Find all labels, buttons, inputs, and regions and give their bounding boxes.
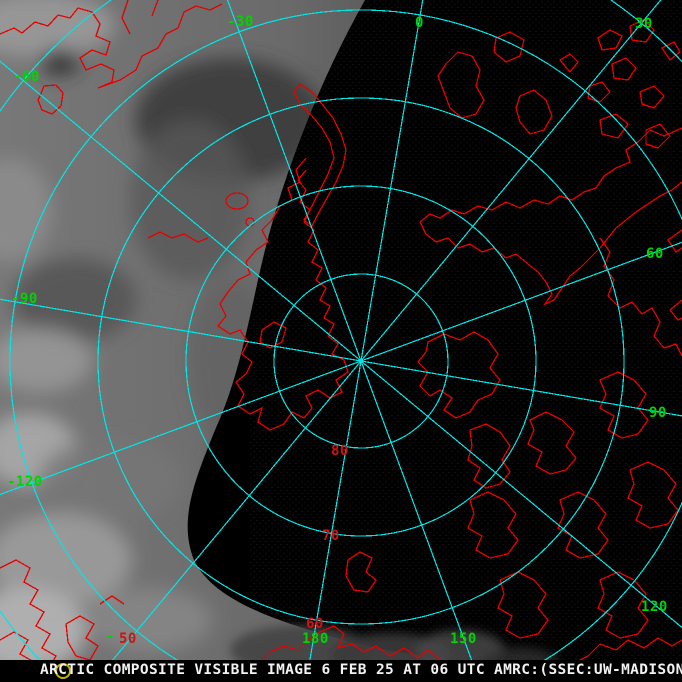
coastline-svalbard [437,31,579,135]
coastline-franz-josef-land [587,19,681,149]
longitude-label-180: 180 [302,631,329,647]
cloud-texture [0,0,325,672]
coastline-river [121,0,159,35]
station-marker-icon [55,663,71,679]
meridian-line [0,360,362,496]
coastline-siberia-north [0,3,223,89]
coastline-canadian-archipelago [417,331,679,639]
meridian-line [360,0,662,362]
longitude-label--120: -120 [7,474,43,490]
longitude-label-150: 150 [450,631,477,647]
longitude-label-60: 60 [646,246,664,262]
coastline-novaya-zemlya [293,83,347,227]
longitude-label--60: -60 [13,69,40,85]
grid-labels: -30 0 30 -60 60 -90 90 -120 120 - 150 180 80 70 60 50 [7,14,668,647]
coastline-iceland [225,192,249,210]
longitude-label--: - [106,629,115,645]
longitude-label--30: -30 [227,14,254,30]
latitude-circle [97,97,625,625]
latitude-circle [273,273,449,449]
coastline-greenland-north [419,127,682,306]
coastline-scandinavia [217,157,349,431]
meridian-line [305,360,362,682]
coastline-greenland-east [599,237,682,357]
longitude-label--90: -90 [11,291,38,307]
latitude-label-70: 70 [322,528,340,544]
coastline-kola-arc [147,231,209,243]
longitude-label-30: 30 [635,16,653,32]
meridian-line [360,360,481,682]
coastline-wrangel [345,551,377,593]
latitude-label-60: 60 [306,616,324,632]
longitude-label-120: 120 [641,599,668,615]
meridian-line [226,0,362,362]
meridian-line [360,360,682,417]
coastline-island-blob [37,84,64,115]
meridian-line [360,0,424,362]
longitude-label-0: 0 [415,15,424,31]
latitude-circle [185,185,537,537]
satellite-imagery-daylight [0,0,560,682]
latitude-label-50: 50 [119,631,137,647]
caption-bar: ARCTIC COMPOSITE VISIBLE IMAGE 6 FEB 25 … [0,660,682,682]
coastline-bottom-left [0,559,125,679]
coastline-white-sea-loop [259,321,287,349]
longitude-label-90: 90 [649,405,667,421]
meridian-line [0,60,362,362]
meridian-line [0,298,362,362]
meridian-line [360,360,682,629]
latitude-label-80: 80 [331,443,349,459]
coastline-chukotka-alaska [251,625,453,682]
caption-text: ARCTIC COMPOSITE VISIBLE IMAGE 6 FEB 25 … [40,662,682,678]
meridian-line [360,241,682,362]
latitude-circle [9,9,682,682]
